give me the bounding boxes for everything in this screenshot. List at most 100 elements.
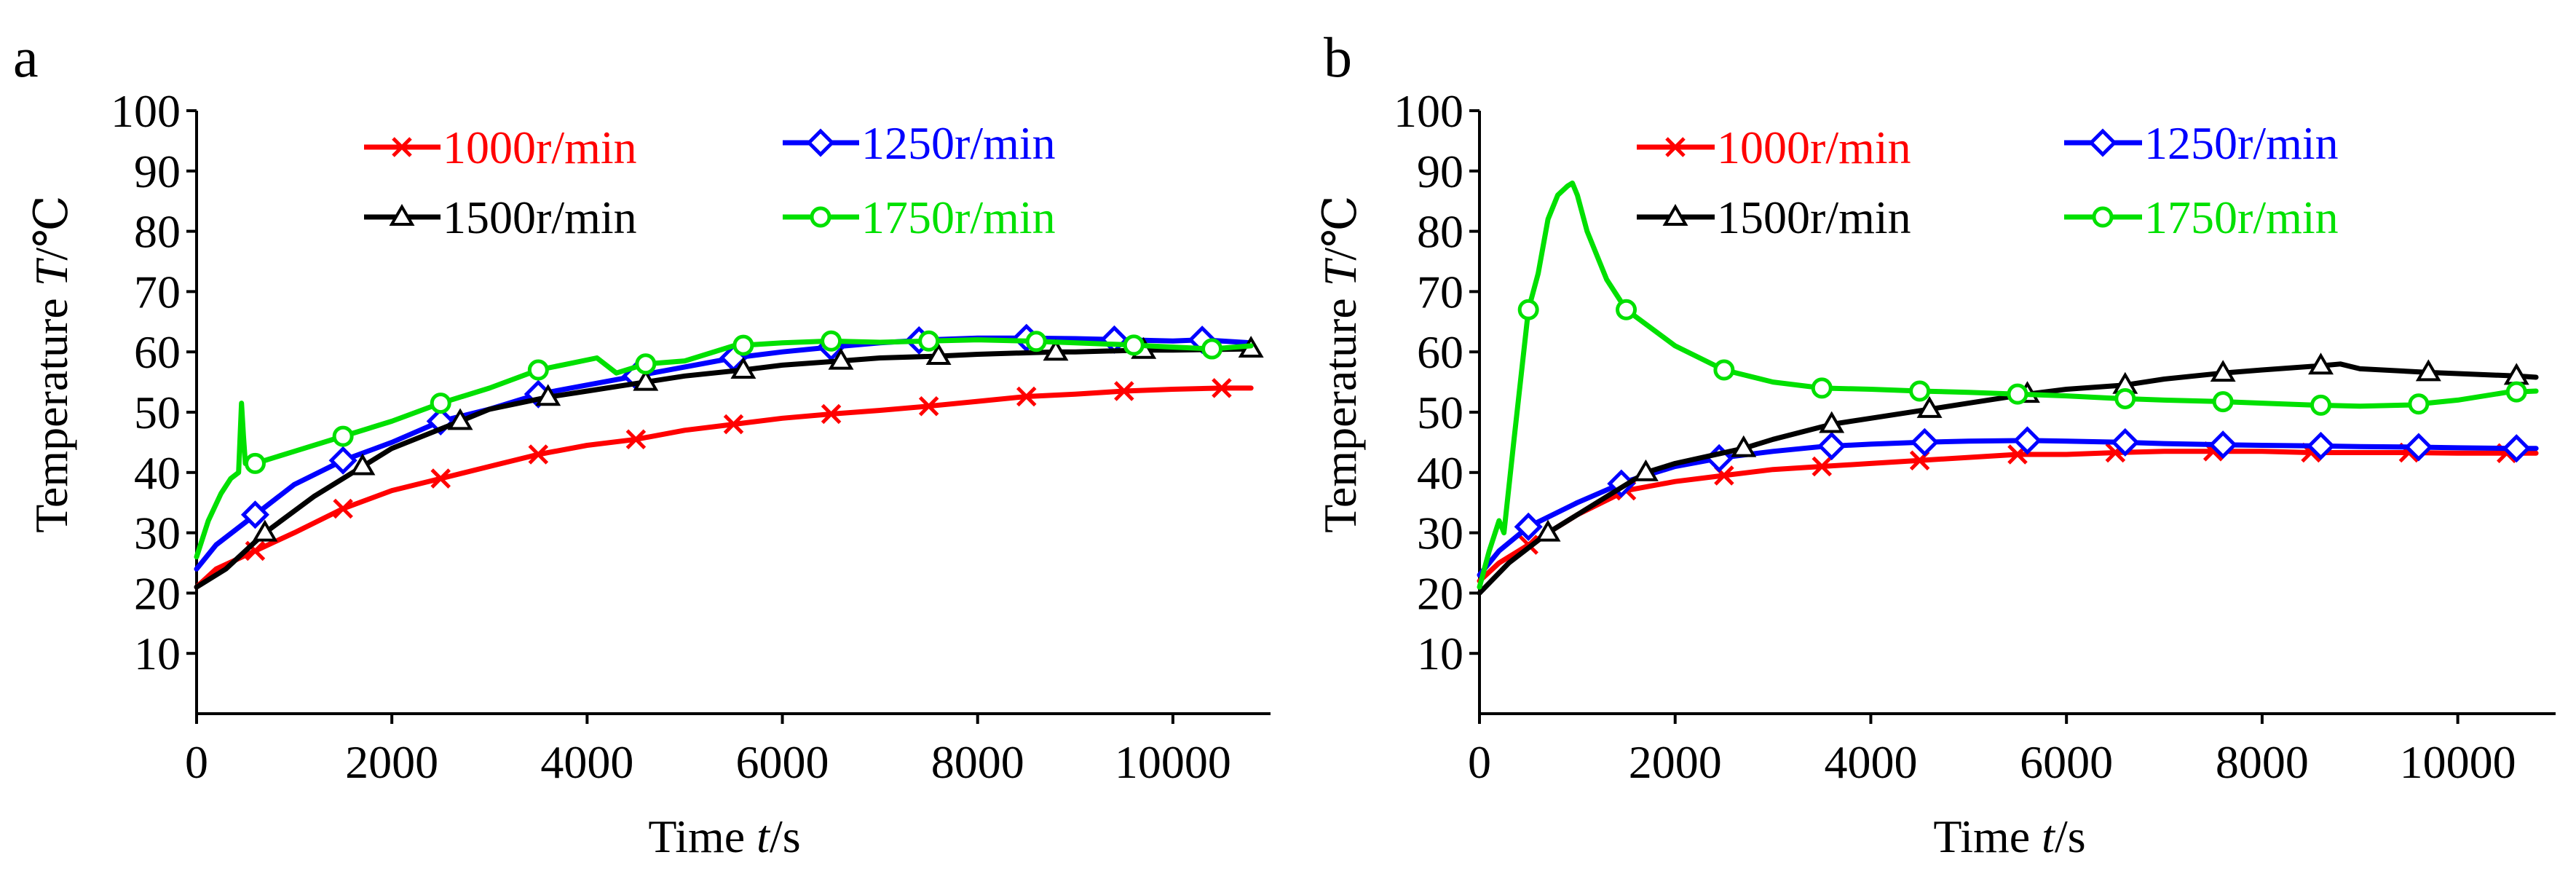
- panel-a-marker-1500-0: [252, 519, 278, 542]
- panel-b-marker-1750-9: [2408, 393, 2430, 415]
- panel-a-marker-1500-1: [349, 453, 376, 476]
- panel-b-y-tick-label-5: 60: [1417, 326, 1463, 378]
- panel-a-x-tick-label-4: 8000: [931, 736, 1024, 788]
- panel-b-marker-1500-9: [2415, 359, 2441, 382]
- panel-a-y-title-unit: /℃: [25, 195, 77, 260]
- panel-b-marker-1250-6: [2111, 427, 2140, 457]
- panel-a-marker-1000-2: [430, 468, 451, 489]
- panel-a-marker-1500-8: [1043, 339, 1069, 361]
- panel-b-marker-1500-0: [1535, 519, 1561, 542]
- panel-a-marker-1250-1: [328, 446, 357, 475]
- panel-b-legend-marker-1500: [1662, 204, 1688, 226]
- panel-a-marker-1000-7: [918, 395, 939, 417]
- panel-b-marker-1250-9: [2404, 433, 2433, 462]
- panel-a-y-tick-label-8: 90: [134, 146, 181, 197]
- panel-b-letter: b: [1324, 25, 1352, 89]
- panel-b-x-tick-label-4: 8000: [2216, 736, 2309, 788]
- panel-a-legend-marker-1000: [392, 137, 412, 157]
- panel-b-marker-1750-10: [2505, 381, 2527, 403]
- panel-b-marker-1500-7: [2210, 360, 2236, 382]
- panel-a-y-tick-label-5: 60: [134, 326, 181, 378]
- panel-a-y-tick-label-1: 20: [134, 567, 181, 619]
- panel-a-x-tick-label-5: 10000: [1115, 736, 1231, 788]
- panel-b-line-1250: [1477, 438, 2539, 578]
- panel-a-x-title-prefix: Time: [648, 811, 756, 862]
- panel-a-y-tick-label-0: 10: [134, 628, 181, 679]
- panel-a-marker-1750-4: [635, 353, 657, 375]
- panel-b-x-axis-title: Time t/s: [1933, 811, 2085, 862]
- panel-b-x-axis-ticks: 0 2000 4000 6000 8000 10000: [1468, 714, 2516, 788]
- panel-a-series-1750: [194, 330, 1254, 560]
- panel-a-marker-1000-3: [528, 444, 549, 465]
- panel-b-line-1000: [1477, 449, 2539, 584]
- panel-a-y-tick-label-9: 100: [111, 85, 181, 137]
- panel-a-legend: 1000r/min 1250r/min 1500r/min 1750r/min: [364, 117, 1056, 243]
- panel-b-marker-1750-2: [1713, 359, 1735, 381]
- panel-b-y-tick-label-2: 30: [1417, 508, 1463, 559]
- panel-b-legend-item-1000: 1000r/min: [1637, 122, 1911, 173]
- panel-a-y-tick-label-2: 30: [134, 508, 181, 559]
- panel-b-legend-marker-1750: [2092, 206, 2114, 228]
- panel-b-marker-1750-4: [1909, 380, 1931, 402]
- panel-b-series-1750: [1477, 180, 2539, 590]
- panel-a-line-1750: [194, 337, 1254, 560]
- panel-b-marker-1750-0: [1517, 299, 1539, 320]
- panel-b-line-1750: [1477, 180, 2539, 590]
- panel-b-legend-label-1500: 1500r/min: [1717, 192, 1911, 243]
- panel-a-marker-1750-8: [1025, 331, 1047, 352]
- panel-b-marker-1000-3: [1812, 456, 1833, 477]
- panel-a-marker-1000-8: [1016, 386, 1037, 407]
- panel-a-marker-1750-2: [430, 393, 451, 414]
- panel-a-marker-1500-7: [925, 343, 952, 365]
- panel-a-legend-label-1750: 1750r/min: [861, 192, 1056, 243]
- panel-b-marker-1250-7: [2208, 430, 2237, 460]
- panel-b-y-tick-label-9: 100: [1394, 85, 1463, 137]
- panel-b: b Temperature T/℃ Time t/s 0 2000 4000 6000…: [1314, 25, 2556, 862]
- panel-a-marker-1750-7: [918, 330, 940, 352]
- panel-a-marker-1750-3: [527, 359, 549, 381]
- panel-a-x-tick-label-0: 0: [185, 736, 208, 788]
- panel-b-marker-1750-7: [2212, 391, 2234, 413]
- panel-b-marker-1500-1: [1632, 459, 1659, 481]
- panel-b-legend-marker-1000: [1665, 137, 1686, 157]
- panel-a-y-title-var: T: [25, 257, 77, 286]
- panel-b-y-tick-label-6: 70: [1417, 266, 1463, 318]
- panel-b-legend-item-1500: 1500r/min: [1637, 192, 1911, 243]
- panel-b-y-axis-title: Temperature T/℃: [1314, 195, 1366, 532]
- panel-b-y-tick-label-7: 80: [1417, 206, 1463, 258]
- panel-b-marker-1250-4: [1910, 427, 1939, 457]
- panel-b-series-1000: [1477, 441, 2539, 584]
- panel-a: a Temperature T/℃ Time t/s 0 2000 4000 6000…: [13, 25, 1271, 862]
- panel-a-series-1500: [194, 336, 1264, 590]
- panel-a-series: [194, 323, 1264, 590]
- panel-b-marker-1750-6: [2114, 387, 2136, 409]
- panel-b-y-title-var: T: [1314, 257, 1366, 286]
- panel-a-marker-1750-6: [821, 330, 842, 352]
- panel-a-marker-1000-1: [333, 498, 353, 519]
- panel-a-y-tick-label-6: 70: [134, 266, 181, 318]
- panel-b-marker-1750-3: [1811, 377, 1833, 399]
- panel-a-legend-marker-1750: [810, 206, 831, 228]
- panel-a-marker-1500-2: [447, 408, 473, 430]
- panel-a-y-tick-label-4: 50: [134, 387, 181, 438]
- panel-b-x-title-var: t: [2042, 811, 2056, 862]
- panel-a-y-axis-title: Temperature T/℃: [25, 195, 77, 532]
- panel-b-legend-label-1250: 1250r/min: [2144, 117, 2339, 169]
- panel-a-letter: a: [13, 25, 39, 89]
- panel-b-legend-item-1250: 1250r/min: [2064, 117, 2339, 169]
- panel-b-marker-1500-2: [1731, 435, 1757, 457]
- panel-b-y-tick-label-0: 10: [1417, 628, 1463, 679]
- panel-b-y-tick-label-3: 40: [1417, 447, 1463, 499]
- panel-a-y-title-prefix: Temperature: [25, 286, 77, 532]
- panel-b-y-title-prefix: Temperature: [1314, 286, 1366, 532]
- panel-b-y-axis-ticks: 10 20 30 40 50 60 70 80 90 100: [1394, 85, 1479, 679]
- panel-a-legend-label-1000: 1000r/min: [443, 122, 637, 173]
- panel-a-legend-label-1500: 1500r/min: [443, 192, 637, 243]
- panel-a-marker-1250-9: [1099, 325, 1129, 354]
- panel-a-x-tick-label-2: 4000: [540, 736, 633, 788]
- panel-a-marker-1000-6: [821, 403, 842, 425]
- panel-b-legend: 1000r/min 1250r/min 1500r/min 1750r/min: [1637, 117, 2339, 243]
- panel-a-x-axis-ticks: 0 2000 4000 6000 8000 10000: [185, 714, 1231, 788]
- panel-b-y-title-unit: /℃: [1314, 195, 1366, 260]
